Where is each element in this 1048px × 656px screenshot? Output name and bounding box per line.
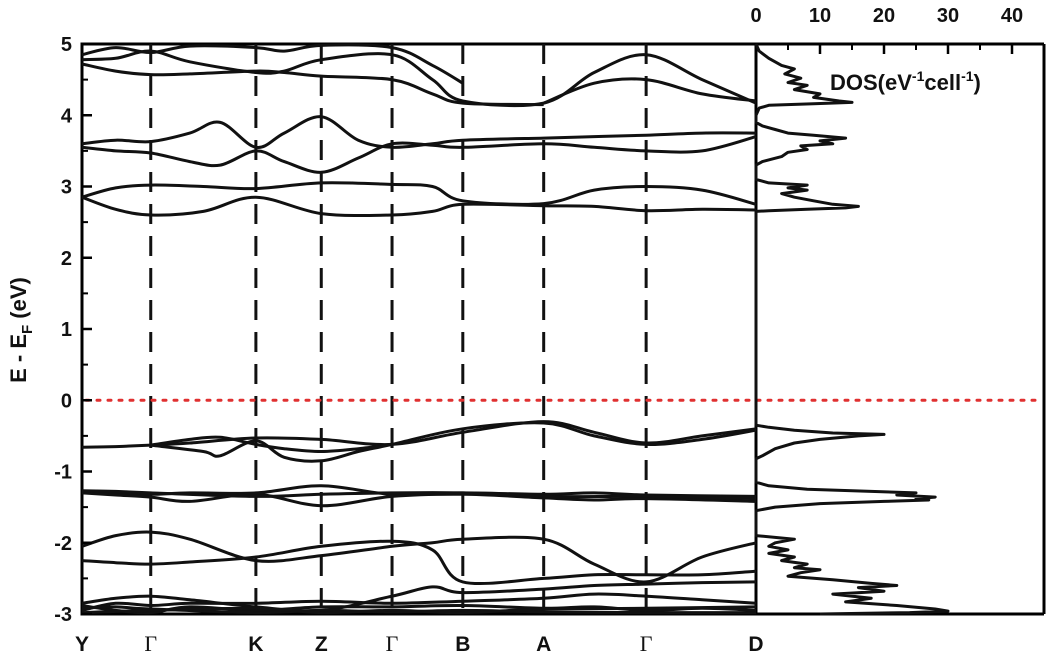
dos-axis-title-mid: cell [924,70,961,95]
band-3 [543,77,757,105]
band-20 [81,605,757,615]
dos-tick-label-4: 40 [1001,5,1023,27]
energy-axis-title-main: E - E [6,334,31,383]
kpoint-label-4: Γ [386,631,399,656]
dos-axis-title: DOS(eV-1cell-1) [830,68,981,95]
dos-tick-label-1: 10 [809,5,831,27]
band-panel: 5 4 3 2 1 0 -1 -2 -3 Y Γ K Z Γ B A Γ D E - EF (eV) [6,34,1042,656]
band-7 [81,195,757,218]
band-curves [81,43,757,615]
dos-axis-title-sup1: -1 [912,68,925,84]
kpoint-label-6: A [536,633,551,656]
band-17 [81,592,757,612]
energy-tick-label-1: 4 [61,105,73,127]
band-16 [81,580,757,613]
energy-tick-label-7: -2 [54,533,72,555]
band-plot-frame [80,42,758,616]
energy-axis-title: E - EF (eV) [6,277,36,383]
band-6 [81,181,757,206]
band-1 [81,49,757,108]
kpoint-divider-lines [149,44,648,614]
kpoint-label-2: K [248,633,263,656]
kpoint-label-0: Y [75,633,89,656]
dos-tick-label-2: 20 [873,5,895,27]
band-18 [81,603,757,615]
band-13 [81,489,757,501]
band-10 [150,421,757,463]
kpoint-label-1: Γ [144,631,157,656]
dos-curve [754,43,950,616]
energy-tick-label-3: 2 [61,248,72,270]
band-2 [81,62,544,107]
dos-axis-ticks: 0 10 20 30 40 [750,5,1023,54]
dos-panel: 0 10 20 30 40 DOS(eV-1cell-1) [750,5,1046,616]
band-0 [81,43,464,85]
band-5 [81,135,757,174]
energy-tick-label-8: -3 [54,604,72,626]
energy-axis-ticks: 5 4 3 2 1 0 -1 -2 -3 [54,34,92,626]
band-15 [81,539,757,585]
dos-tick-label-3: 30 [937,5,959,27]
kpoint-label-7: Γ [640,631,653,656]
energy-axis-title-subscript: F [19,325,36,334]
dos-tick-label-0: 0 [750,5,761,27]
energy-tick-label-5: 0 [61,390,72,412]
energy-tick-label-0: 5 [61,34,72,56]
dos-axis-title-sup2: -1 [961,68,974,84]
band-4 [81,115,757,149]
energy-tick-label-2: 3 [61,177,72,199]
energy-axis-title-unit: (eV) [6,277,31,325]
kpoint-label-8: D [748,633,763,656]
kpoint-label-3: Z [315,633,328,656]
kpoint-label-5: B [455,633,470,656]
band-12 [81,491,757,508]
energy-tick-label-4: 1 [61,319,72,341]
dos-axis-title-prefix: DOS(eV [830,70,912,95]
dos-axis-title-suffix: ) [974,70,981,95]
energy-tick-label-6: -1 [54,462,72,484]
